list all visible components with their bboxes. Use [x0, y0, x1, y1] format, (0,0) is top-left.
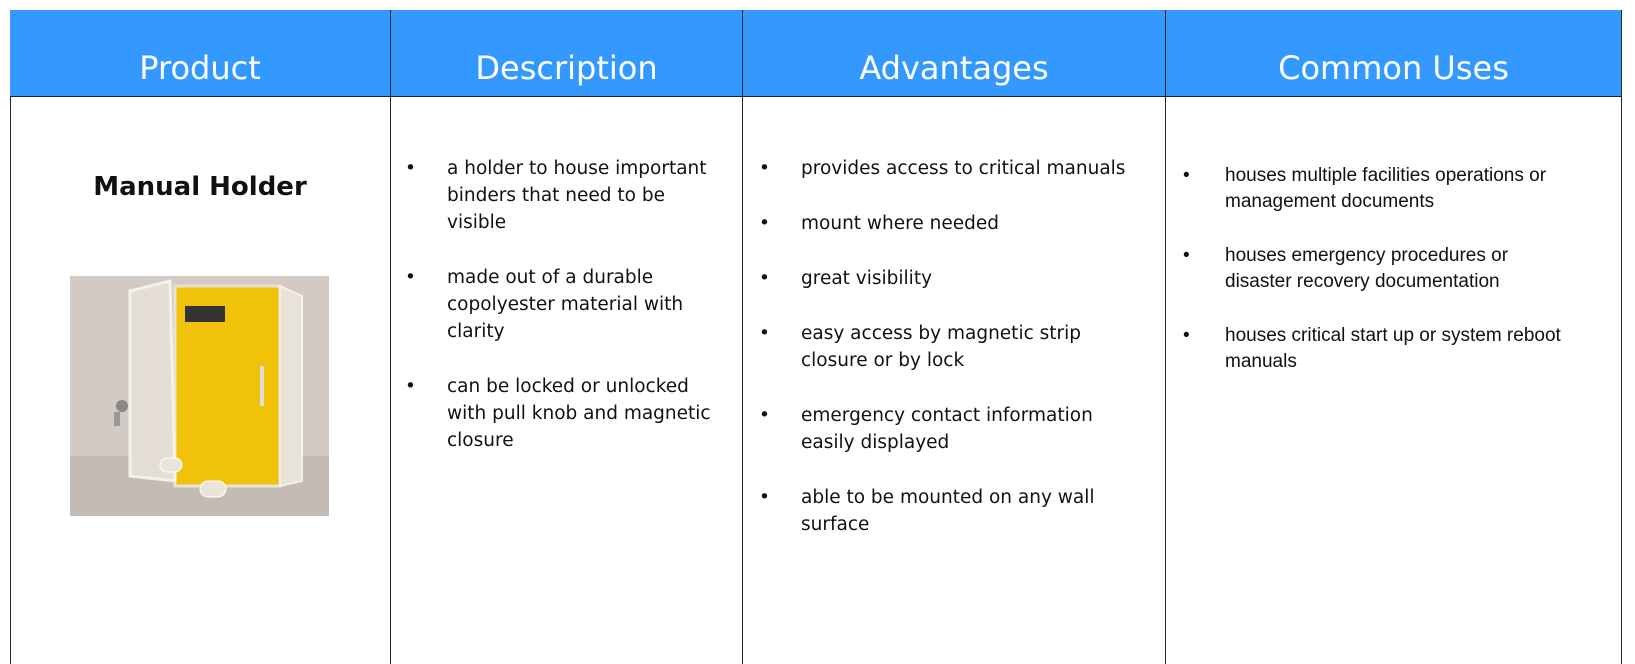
bullet-item: houses emergency procedures or disaster … [1183, 243, 1565, 295]
uses-list: houses multiple facilities operations or… [1183, 163, 1565, 403]
bullet-item: can be locked or unlocked with pull knob… [405, 373, 722, 454]
product-name: Manual Holder [93, 172, 307, 202]
description-cell: a holder to house important binders that… [391, 96, 743, 664]
advantages-list: provides access to critical manuals mount… [759, 155, 1151, 566]
header-cell: Product [10, 10, 391, 96]
product-cell: Manual Holder [10, 96, 391, 664]
table-border [10, 10, 11, 664]
bullet-item: made out of a durable copolyester materi… [405, 264, 722, 345]
header-cell: Description [391, 10, 743, 96]
description-list: a holder to house important binders that… [405, 155, 722, 482]
bullet-item: a holder to house important binders that… [405, 155, 722, 236]
header-cell: Common Uses [1166, 10, 1622, 96]
bullet-item: able to be mounted on any wall surface [759, 484, 1151, 538]
bullet-item: houses multiple facilities operations or… [1183, 163, 1565, 215]
bullet-item: provides access to critical manuals [759, 155, 1151, 182]
bullet-item: great visibility [759, 265, 1151, 292]
header-cell: Advantages [743, 10, 1166, 96]
bullet-item: emergency contact information easily dis… [759, 402, 1151, 456]
product-image [70, 276, 329, 516]
bullet-item: mount where needed [759, 210, 1151, 237]
advantages-cell: provides access to critical manuals mount… [743, 96, 1166, 664]
bullet-item: easy access by magnetic strip closure or… [759, 320, 1151, 374]
uses-cell: houses multiple facilities operations or… [1166, 96, 1622, 664]
bullet-item: houses critical start up or system reboo… [1183, 323, 1565, 375]
